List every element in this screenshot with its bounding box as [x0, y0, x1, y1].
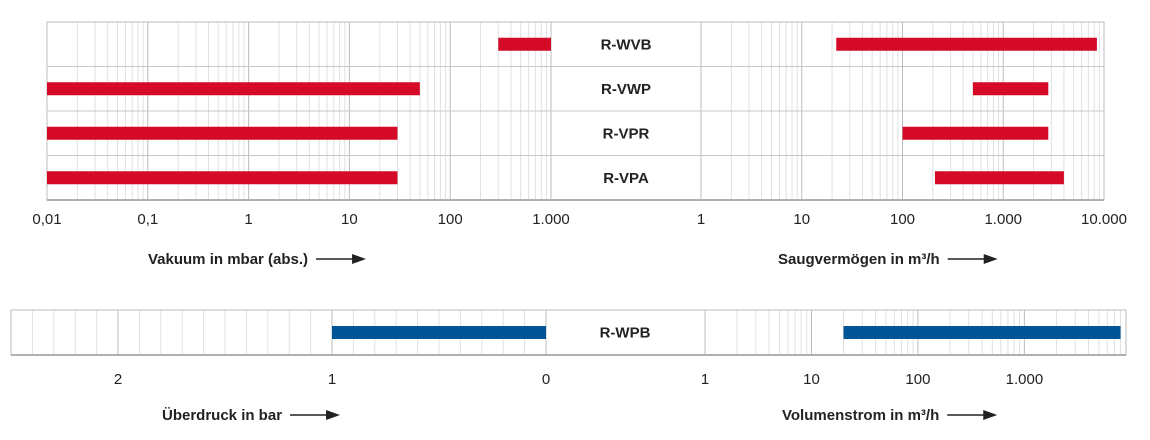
- tick-label: 1.000: [532, 211, 570, 228]
- tick-label: 1: [697, 211, 705, 228]
- tick-label: 2: [114, 371, 122, 388]
- category-label-r-wpb: R-WPB: [600, 325, 651, 342]
- category-label-r-vwp: R-VWP: [601, 81, 651, 98]
- bar-r-vpa-panel-2: [934, 171, 1064, 185]
- bar-r-wvb-panel-1: [498, 37, 551, 51]
- bar-r-wpb-panel-1: [332, 326, 546, 339]
- axis-label-panel-2: Volumenstrom in m³/h: [782, 407, 939, 424]
- bar-r-vpr-panel-2: [902, 126, 1049, 140]
- tick-label: 1: [701, 371, 709, 388]
- tick-label: 1: [244, 211, 252, 228]
- bar-r-vpa-panel-1: [47, 171, 398, 185]
- category-label-r-wvb: R-WVB: [601, 36, 652, 53]
- tick-label: 10.000: [1081, 211, 1127, 228]
- tick-label: 0,1: [137, 211, 158, 228]
- tick-label: 1.000: [1006, 371, 1044, 388]
- category-label-r-vpa: R-VPA: [603, 170, 649, 187]
- chart-1: R-WVB R-VWP R-VPR R-VPA 0,01 0,1 1 10 100 1.000 Va…: [32, 21, 1127, 268]
- tick-label: 0: [542, 371, 550, 388]
- bar-r-vwp-panel-1: [47, 82, 420, 96]
- tick-label: 10: [341, 211, 358, 228]
- tick-label: 0,01: [32, 211, 61, 228]
- axis-label-panel-1: Überdruck in bar: [162, 407, 282, 424]
- tick-label: 1: [328, 371, 336, 388]
- arrowhead-icon: [326, 410, 341, 420]
- arrowhead-icon: [352, 254, 367, 264]
- bar-r-vwp-panel-2: [972, 82, 1049, 96]
- tick-label: 100: [438, 211, 463, 228]
- bar-r-wpb-panel-2: [843, 326, 1121, 339]
- tick-label: 10: [803, 371, 820, 388]
- tick-label: 10: [793, 211, 810, 228]
- arrowhead-icon: [983, 410, 998, 420]
- axis-label-panel-1: Vakuum in mbar (abs.): [148, 251, 308, 268]
- bar-r-wvb-panel-2: [836, 37, 1097, 51]
- arrowhead-icon: [983, 254, 998, 264]
- tick-label: 1.000: [984, 211, 1022, 228]
- tick-label: 100: [905, 371, 930, 388]
- axis-label-panel-2: Saugvermögen in m³/h: [778, 251, 940, 268]
- tick-label: 100: [890, 211, 915, 228]
- bar-r-vpr-panel-1: [47, 126, 398, 140]
- category-label-r-vpr: R-VPR: [603, 125, 650, 142]
